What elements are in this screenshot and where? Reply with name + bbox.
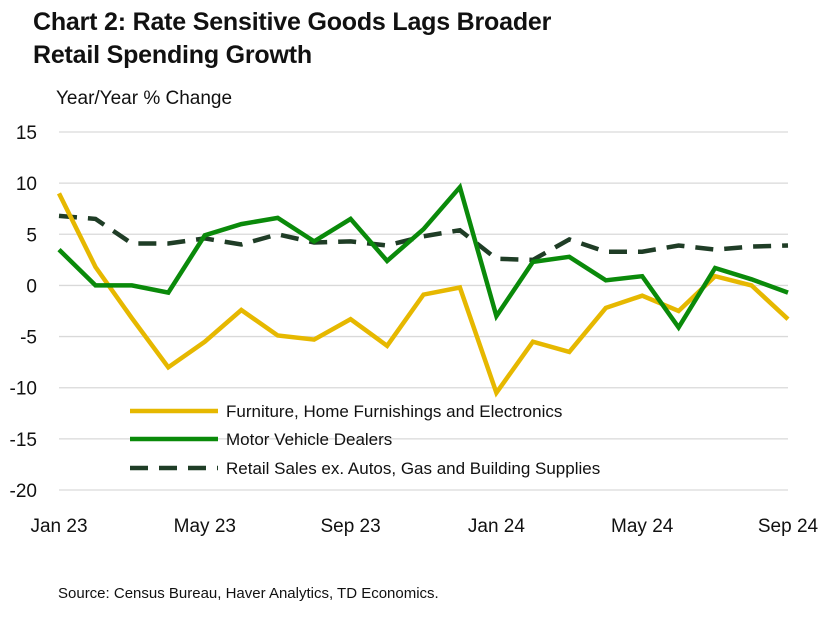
x-tick-label: May 24 — [611, 516, 674, 537]
x-tick-label: Jan 24 — [468, 516, 525, 537]
x-tick-label: May 23 — [174, 516, 236, 537]
legend-entry: Furniture, Home Furnishings and Electron… — [226, 402, 562, 421]
y-tick-label: 5 — [26, 225, 37, 246]
legend: Furniture, Home Furnishings and Electron… — [130, 402, 600, 478]
chart-title-line-2: Retail Spending Growth — [33, 41, 312, 69]
series-line-0 — [56, 192, 790, 398]
chart-title-line-1: Chart 2: Rate Sensitive Goods Lags Broad… — [33, 8, 552, 36]
y-axis-label: Year/Year % Change — [56, 88, 233, 109]
chart-title: Chart 2: Rate Sensitive Goods Lags Broad… — [33, 6, 551, 72]
source-note: Source: Census Bureau, Haver Analytics, … — [58, 585, 439, 602]
y-tick-label: -20 — [10, 481, 37, 502]
y-tick-label: -10 — [10, 379, 37, 400]
y-tick-labels: 15 10 5 0 -5 -10 -15 -20 — [10, 123, 37, 502]
y-tick-label: 10 — [16, 174, 37, 195]
y-tick-label: -5 — [20, 328, 37, 349]
series-line-1 — [57, 182, 789, 332]
y-tick-label: 0 — [26, 276, 37, 297]
x-tick-label: Sep 24 — [758, 516, 819, 537]
x-tick-labels: Jan 23 May 23 Sep 23 Jan 24 May 24 Sep 24 — [30, 516, 818, 537]
y-tick-label: 15 — [16, 123, 37, 144]
series-line-2 — [58, 213, 789, 263]
legend-entry: Motor Vehicle Dealers — [226, 430, 392, 449]
legend-entry: Retail Sales ex. Autos, Gas and Building… — [226, 459, 600, 478]
x-tick-label: Sep 23 — [320, 516, 380, 537]
y-tick-label: -15 — [10, 430, 37, 451]
series-lines — [56, 182, 790, 398]
x-tick-label: Jan 23 — [30, 516, 87, 537]
